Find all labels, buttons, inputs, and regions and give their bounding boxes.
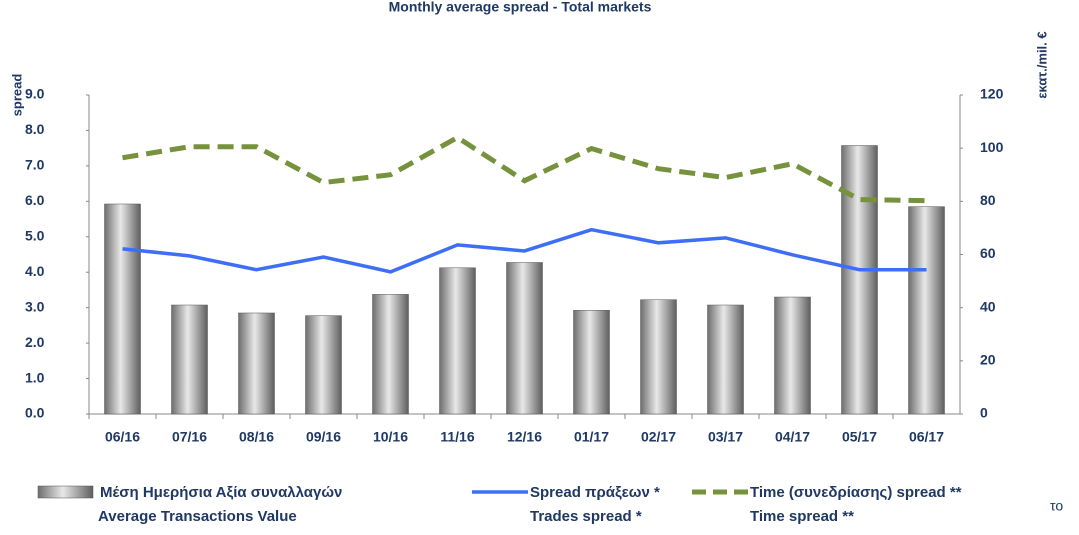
x-tick-label: 07/16 [172,429,207,445]
x-tick-label: 10/16 [373,429,408,445]
x-tick-label: 03/17 [708,429,743,445]
x-tick-label: 02/17 [641,429,676,445]
bar [238,312,275,415]
bar [841,145,878,415]
x-tick-label: 04/17 [775,429,810,445]
bar [305,315,342,415]
y-tick-label: 8.0 [25,121,45,137]
bar [908,206,945,415]
legend-label: Μέση Ημερήσια Αξία συναλλαγών [100,484,342,501]
note: το [1050,498,1063,514]
chart-title: Monthly average spread - Total markets [389,0,652,15]
y-tick-label: 1.0 [25,369,45,385]
y-tick-label: 0.0 [25,405,45,421]
bar [171,304,208,415]
legend-label-en: Trades spread * [530,508,642,525]
line-series [122,227,927,274]
bar [506,262,543,415]
y2-tick-label: 120 [980,86,1004,102]
bar [640,299,677,415]
bar [439,267,476,415]
y-tick-label: 9.0 [25,86,45,102]
legend-label: Spread πράξεων * [530,484,660,501]
y-tick-label: 6.0 [25,192,45,208]
legend-label-en: Average Transactions Value [98,508,297,525]
bar [573,310,610,415]
x-tick-label: 09/16 [306,429,341,445]
y2-tick-label: 60 [980,245,996,261]
bar [104,203,141,415]
x-tick-label: 01/17 [574,429,609,445]
legend-swatch [37,485,94,499]
line-series [122,134,927,204]
y2-tick-label: 20 [980,352,996,368]
y-tick-label: 2.0 [25,334,45,350]
bar [372,294,409,415]
x-tick-label: 08/16 [239,429,274,445]
x-tick-label: 12/16 [507,429,542,445]
y2-axis-label: εκατ./mil. € [1034,31,1049,98]
y2-tick-label: 0 [980,405,988,421]
y2-tick-label: 80 [980,192,996,208]
x-tick-label: 06/16 [105,429,140,445]
x-tick-label: 05/17 [842,429,877,445]
x-tick-label: 11/16 [440,429,474,445]
y2-tick-label: 100 [980,139,1004,155]
y-tick-label: 7.0 [25,157,45,173]
x-tick-label: 06/17 [909,429,944,445]
y-tick-label: 5.0 [25,227,45,243]
y-axis-label: spread [9,74,24,117]
y-tick-label: 4.0 [25,263,45,279]
legend-label: Time (συνεδρίασης) spread ** [750,484,962,501]
legend-label-en: Time spread ** [750,508,854,525]
bar [774,296,811,415]
y2-tick-label: 40 [980,298,996,314]
y-tick-label: 3.0 [25,298,45,314]
bar [707,304,744,415]
